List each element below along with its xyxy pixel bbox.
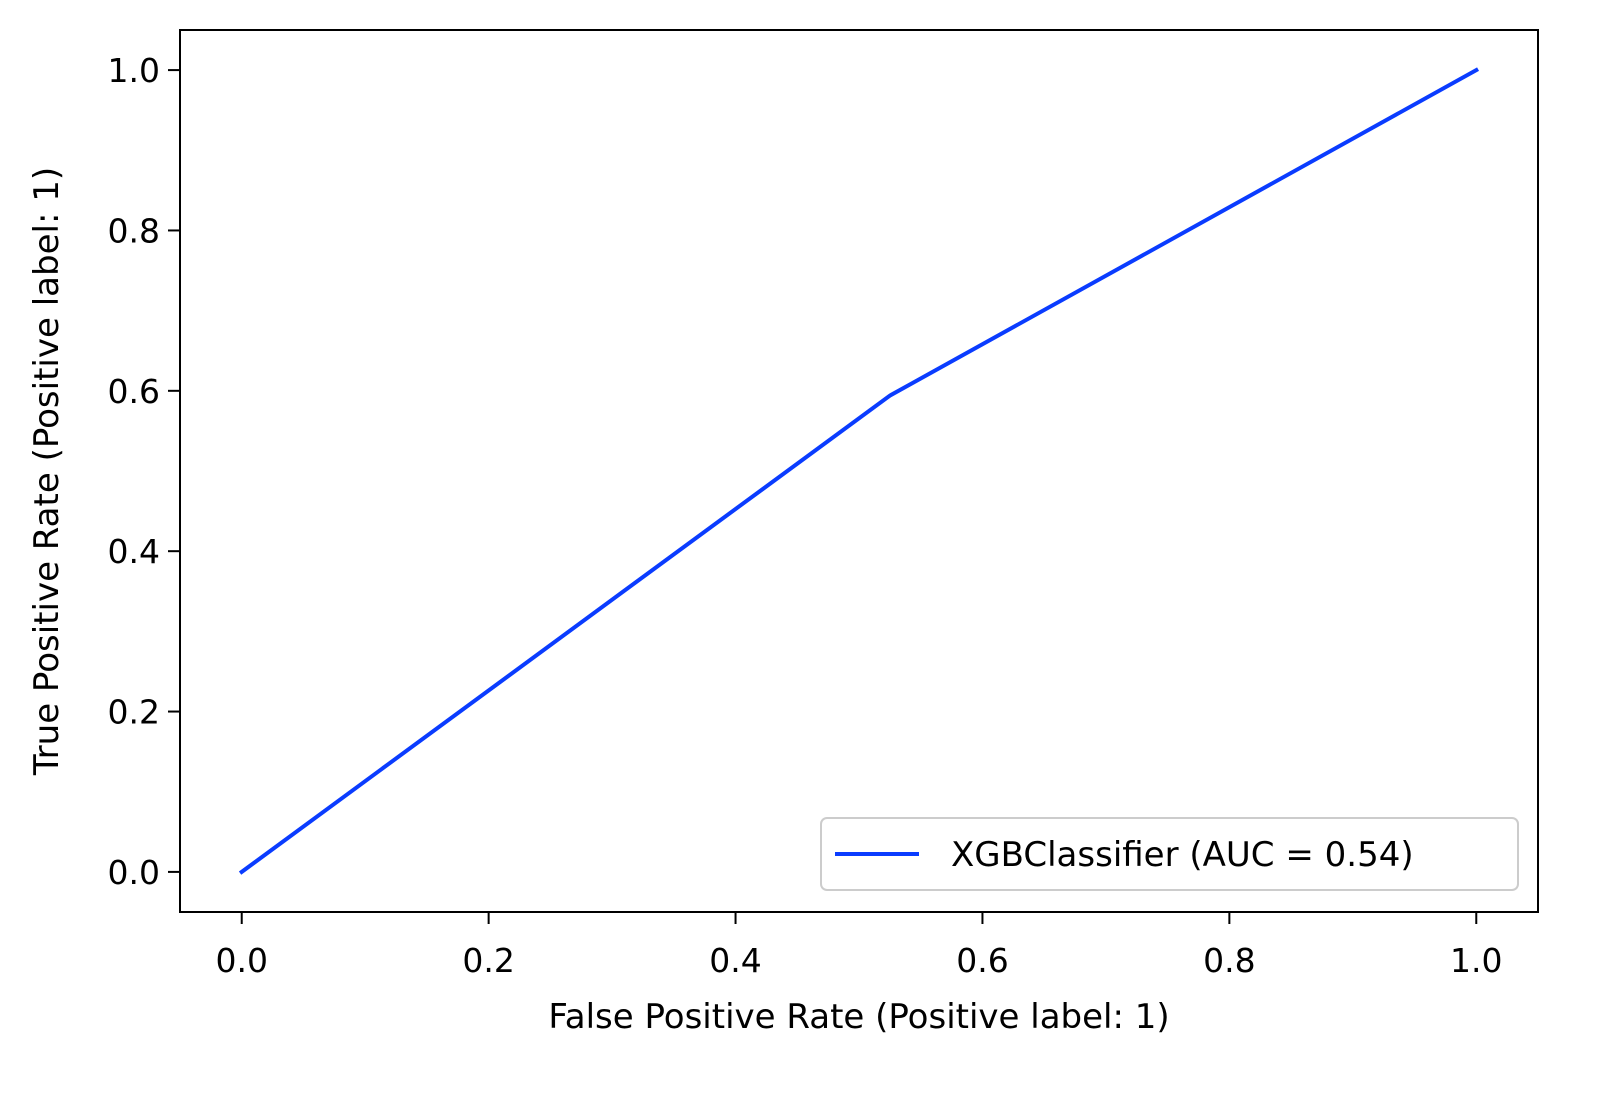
ticks-layer: 0.0 0.2 0.4 0.6 0.8 1.0 0.0 0.2 0.4 0.6 0.8 1.0 bbox=[108, 51, 1503, 980]
legend-label: XGBClassifier (AUC = 0.54) bbox=[951, 835, 1414, 875]
roc-curve-line bbox=[238, 67, 1480, 875]
y-tick-label: 0.4 bbox=[108, 532, 160, 571]
x-tick-label: 0.4 bbox=[709, 941, 761, 980]
y-tick-label: 1.0 bbox=[108, 51, 160, 90]
y-tick-label: 0.2 bbox=[108, 693, 160, 732]
plot-frame bbox=[179, 29, 1539, 913]
legend: XGBClassifier (AUC = 0.54) bbox=[820, 817, 1519, 891]
x-axis-label: False Positive Rate (Positive label: 1) bbox=[548, 997, 1169, 1037]
x-tick-label: 0.6 bbox=[956, 941, 1008, 980]
y-tick-label: 0.8 bbox=[108, 211, 160, 250]
series-layer bbox=[238, 67, 1480, 875]
y-axis-label: True Positive Rate (Positive label: 1) bbox=[27, 167, 67, 776]
x-tick-label: 1.0 bbox=[1450, 941, 1502, 980]
x-tick-label: 0.8 bbox=[1203, 941, 1255, 980]
y-tick-label: 0.6 bbox=[108, 372, 160, 411]
x-tick-label: 0.0 bbox=[215, 941, 267, 980]
legend-box bbox=[820, 817, 1519, 891]
y-tick-label: 0.0 bbox=[108, 853, 160, 892]
x-tick-label: 0.2 bbox=[462, 941, 514, 980]
